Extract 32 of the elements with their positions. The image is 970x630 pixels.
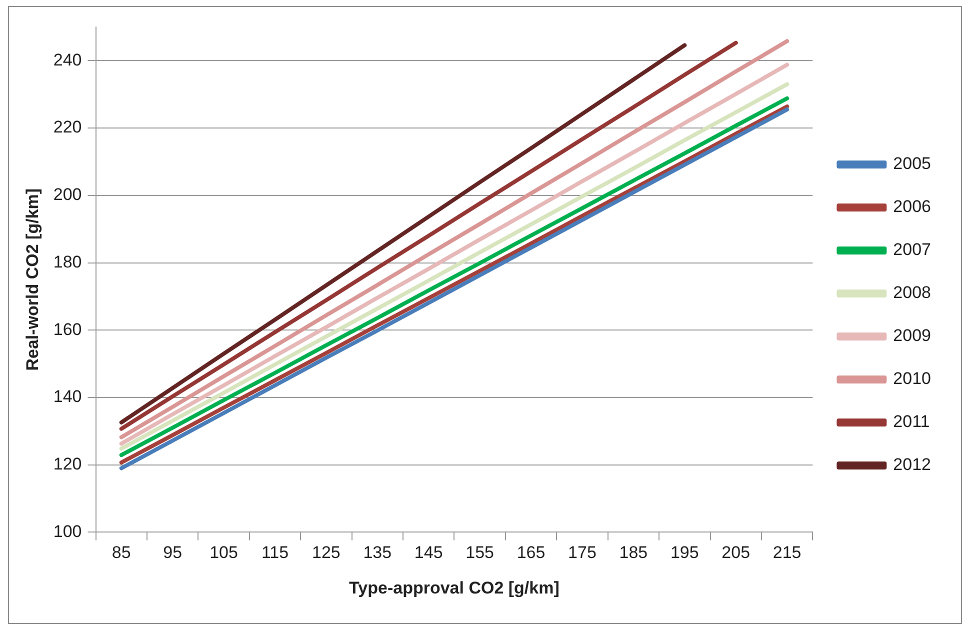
- y-tick-label: 100: [53, 522, 82, 541]
- y-tick-label: 140: [53, 387, 82, 406]
- x-tick-label: 205: [722, 543, 750, 562]
- x-tick-label: 125: [312, 543, 340, 562]
- x-tick-label: 195: [670, 543, 699, 562]
- x-axis-title: Type-approval CO2 [g/km]: [349, 578, 560, 598]
- y-tick-label: 240: [53, 50, 82, 70]
- legend-label: 2006: [893, 197, 932, 216]
- x-tick-label: 115: [261, 543, 289, 562]
- x-tick-label: 85: [112, 543, 131, 562]
- y-tick-label: 200: [53, 185, 82, 204]
- y-tick-label: 120: [53, 454, 82, 474]
- legend-label: 2008: [893, 283, 932, 302]
- x-tick-label: 135: [363, 543, 392, 562]
- x-tick-label: 165: [516, 543, 546, 562]
- legend-label: 2007: [893, 240, 932, 260]
- x-tick-label: 175: [568, 543, 596, 562]
- x-tick-label: 185: [619, 543, 648, 562]
- y-axis-title: Real-world CO2 [g/km]: [22, 188, 42, 371]
- x-tick-label: 215: [772, 543, 802, 562]
- legend-label: 2009: [893, 326, 932, 346]
- y-tick-label: 180: [53, 252, 82, 272]
- legend-label: 2005: [893, 154, 932, 174]
- x-tick-label: 105: [210, 543, 238, 562]
- legend-label: 2011: [893, 412, 930, 432]
- x-tick-label: 145: [414, 543, 443, 562]
- y-tick-label: 160: [53, 320, 82, 339]
- legend-label: 2012: [893, 455, 932, 474]
- y-tick-label: 220: [53, 118, 82, 137]
- x-tick-label: 95: [163, 543, 182, 562]
- legend-label: 2010: [893, 369, 932, 388]
- x-tick-label: 155: [466, 543, 494, 562]
